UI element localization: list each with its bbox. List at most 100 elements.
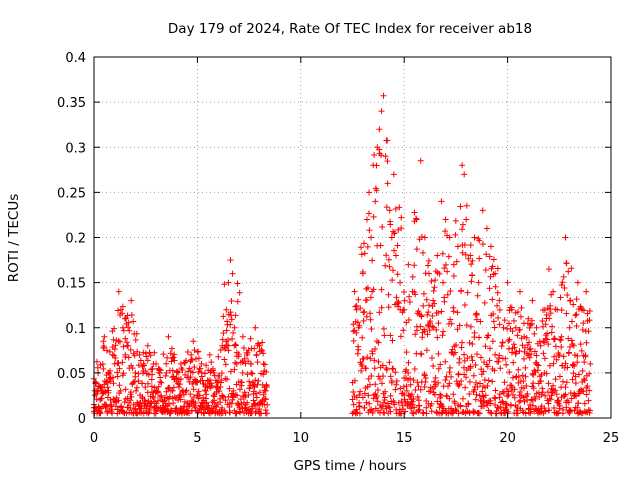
data-point <box>369 257 376 264</box>
data-point <box>188 351 195 358</box>
data-point <box>452 349 459 356</box>
data-point <box>386 359 393 366</box>
data-point <box>228 400 235 407</box>
data-point <box>431 378 438 385</box>
data-point <box>403 319 410 326</box>
data-point <box>260 350 267 357</box>
data-point <box>399 402 406 409</box>
data-point <box>98 395 105 402</box>
data-point <box>490 310 497 317</box>
data-point <box>586 387 593 394</box>
data-point <box>200 394 207 401</box>
data-point <box>189 398 196 405</box>
data-point <box>457 403 464 410</box>
data-point <box>424 311 431 318</box>
data-point <box>476 237 483 244</box>
data-point <box>579 326 586 333</box>
data-point <box>239 333 246 340</box>
data-point <box>405 316 412 323</box>
data-point <box>433 409 440 416</box>
data-point <box>192 400 199 407</box>
data-point <box>508 387 515 394</box>
data-point <box>556 336 563 343</box>
data-point <box>196 392 203 399</box>
data-point <box>572 380 579 387</box>
data-point <box>531 330 538 337</box>
data-point <box>219 336 226 343</box>
data-point <box>480 398 487 405</box>
data-point <box>151 349 158 356</box>
data-point <box>527 322 534 329</box>
data-point <box>190 386 197 393</box>
data-point <box>433 326 440 333</box>
data-point <box>261 387 268 394</box>
data-point <box>209 365 216 372</box>
data-point <box>360 309 367 316</box>
data-point <box>380 373 387 380</box>
data-point <box>258 346 265 353</box>
data-point <box>125 324 132 331</box>
data-point <box>359 394 366 401</box>
data-point <box>476 334 483 341</box>
data-point <box>387 392 394 399</box>
data-point <box>198 360 205 367</box>
data-point <box>463 322 470 329</box>
data-point <box>508 304 515 311</box>
data-point <box>390 398 397 405</box>
data-point <box>359 334 366 341</box>
data-point <box>357 305 364 312</box>
data-point <box>435 365 442 372</box>
data-point <box>511 386 518 393</box>
data-point <box>370 213 377 220</box>
data-point <box>163 369 170 376</box>
data-point <box>428 278 435 285</box>
data-point <box>371 151 378 158</box>
data-point <box>401 396 408 403</box>
data-point <box>217 347 224 354</box>
data-point <box>550 360 557 367</box>
data-point <box>130 379 137 386</box>
data-point <box>205 402 212 409</box>
data-point <box>542 321 549 328</box>
data-point <box>514 308 521 315</box>
data-point <box>564 364 571 371</box>
data-point <box>401 297 408 304</box>
data-point <box>231 366 238 373</box>
data-point <box>496 307 503 313</box>
data-point <box>481 299 488 306</box>
data-point <box>541 339 548 346</box>
data-point <box>195 368 202 375</box>
data-point <box>353 302 360 309</box>
data-point <box>477 318 484 325</box>
data-point <box>403 349 410 356</box>
data-point <box>361 250 368 257</box>
data-point <box>445 253 452 260</box>
data-point <box>397 385 404 392</box>
data-point <box>350 401 357 408</box>
data-point <box>363 399 370 406</box>
data-point <box>371 357 378 364</box>
data-point <box>476 380 483 387</box>
data-point <box>396 204 403 211</box>
data-point <box>186 365 193 372</box>
data-point <box>373 162 380 169</box>
data-point <box>195 408 202 415</box>
data-point <box>476 392 483 399</box>
data-point <box>523 334 530 341</box>
data-point <box>437 361 444 368</box>
data-point <box>556 373 563 380</box>
data-point <box>377 242 384 249</box>
data-point <box>411 404 418 411</box>
data-point <box>473 391 480 398</box>
data-point <box>562 391 569 398</box>
y-tick-label: 0.15 <box>57 277 86 292</box>
data-point <box>495 358 502 365</box>
data-point <box>239 369 246 376</box>
data-point <box>208 380 215 387</box>
data-point <box>558 282 565 289</box>
data-point <box>550 288 557 295</box>
data-point <box>559 378 566 385</box>
data-point <box>361 308 368 315</box>
data-point <box>119 303 126 310</box>
data-point <box>461 241 468 248</box>
